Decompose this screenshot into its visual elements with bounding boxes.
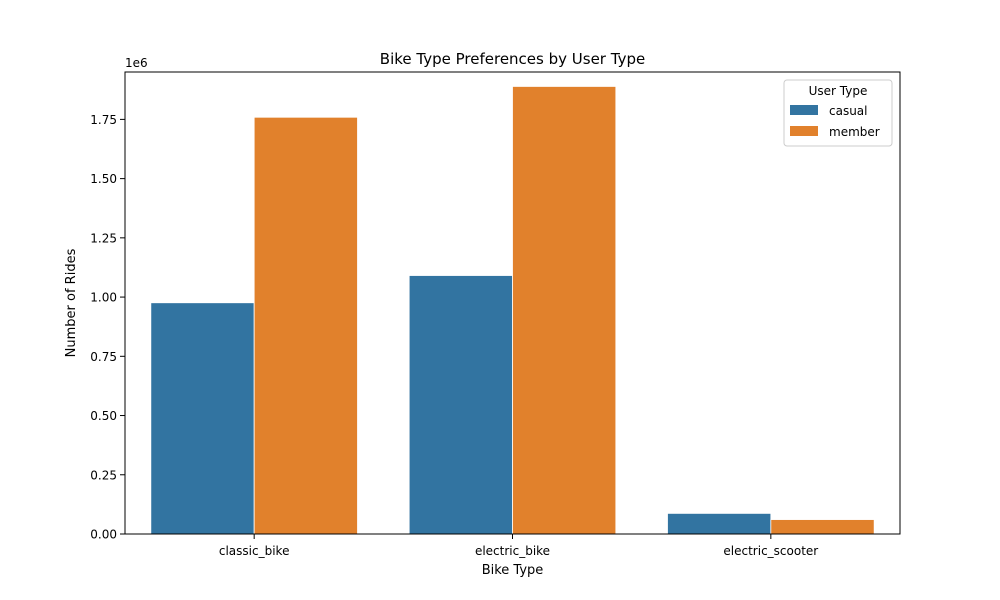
y-tick-label: 1.25 <box>90 231 117 245</box>
y-tick-label: 0.00 <box>90 528 117 542</box>
chart-title: Bike Type Preferences by User Type <box>380 50 645 68</box>
x-tick-label: electric_scooter <box>723 544 818 558</box>
bar-casual-electric_scooter <box>667 512 772 535</box>
bar-casual-electric_bike <box>408 275 513 535</box>
y-tick-label: 1.50 <box>90 172 117 186</box>
legend-title: User Type <box>809 84 868 98</box>
y-tick-label: 1.00 <box>90 291 117 305</box>
y-tick-label: 0.75 <box>90 350 117 364</box>
y-axis-label: Number of Rides <box>64 248 79 357</box>
x-axis-label: Bike Type <box>482 563 544 578</box>
legend-label-casual: casual <box>829 104 868 118</box>
x-tick-label: electric_bike <box>475 544 550 558</box>
bar-member-electric_bike <box>512 86 617 535</box>
legend-label-member: member <box>829 125 880 139</box>
bar-casual-classic_bike <box>150 302 255 535</box>
legend-swatch-casual <box>790 105 818 115</box>
y-tick-label: 0.50 <box>90 409 117 423</box>
legend: User Type casual member <box>783 79 893 147</box>
y-tick-label: 1.75 <box>90 113 117 127</box>
plot-area: 0.00 0.25 0.50 0.75 1.00 1.25 1.50 1.75 classic_… <box>90 71 901 558</box>
x-tick-label: classic_bike <box>219 544 290 558</box>
y-tick-label: 0.25 <box>90 468 117 482</box>
y-axis-offset-label: 1e6 <box>125 56 148 70</box>
legend-swatch-member <box>790 126 818 136</box>
bar-member-electric_scooter <box>770 519 875 535</box>
bar-member-classic_bike <box>253 116 358 535</box>
